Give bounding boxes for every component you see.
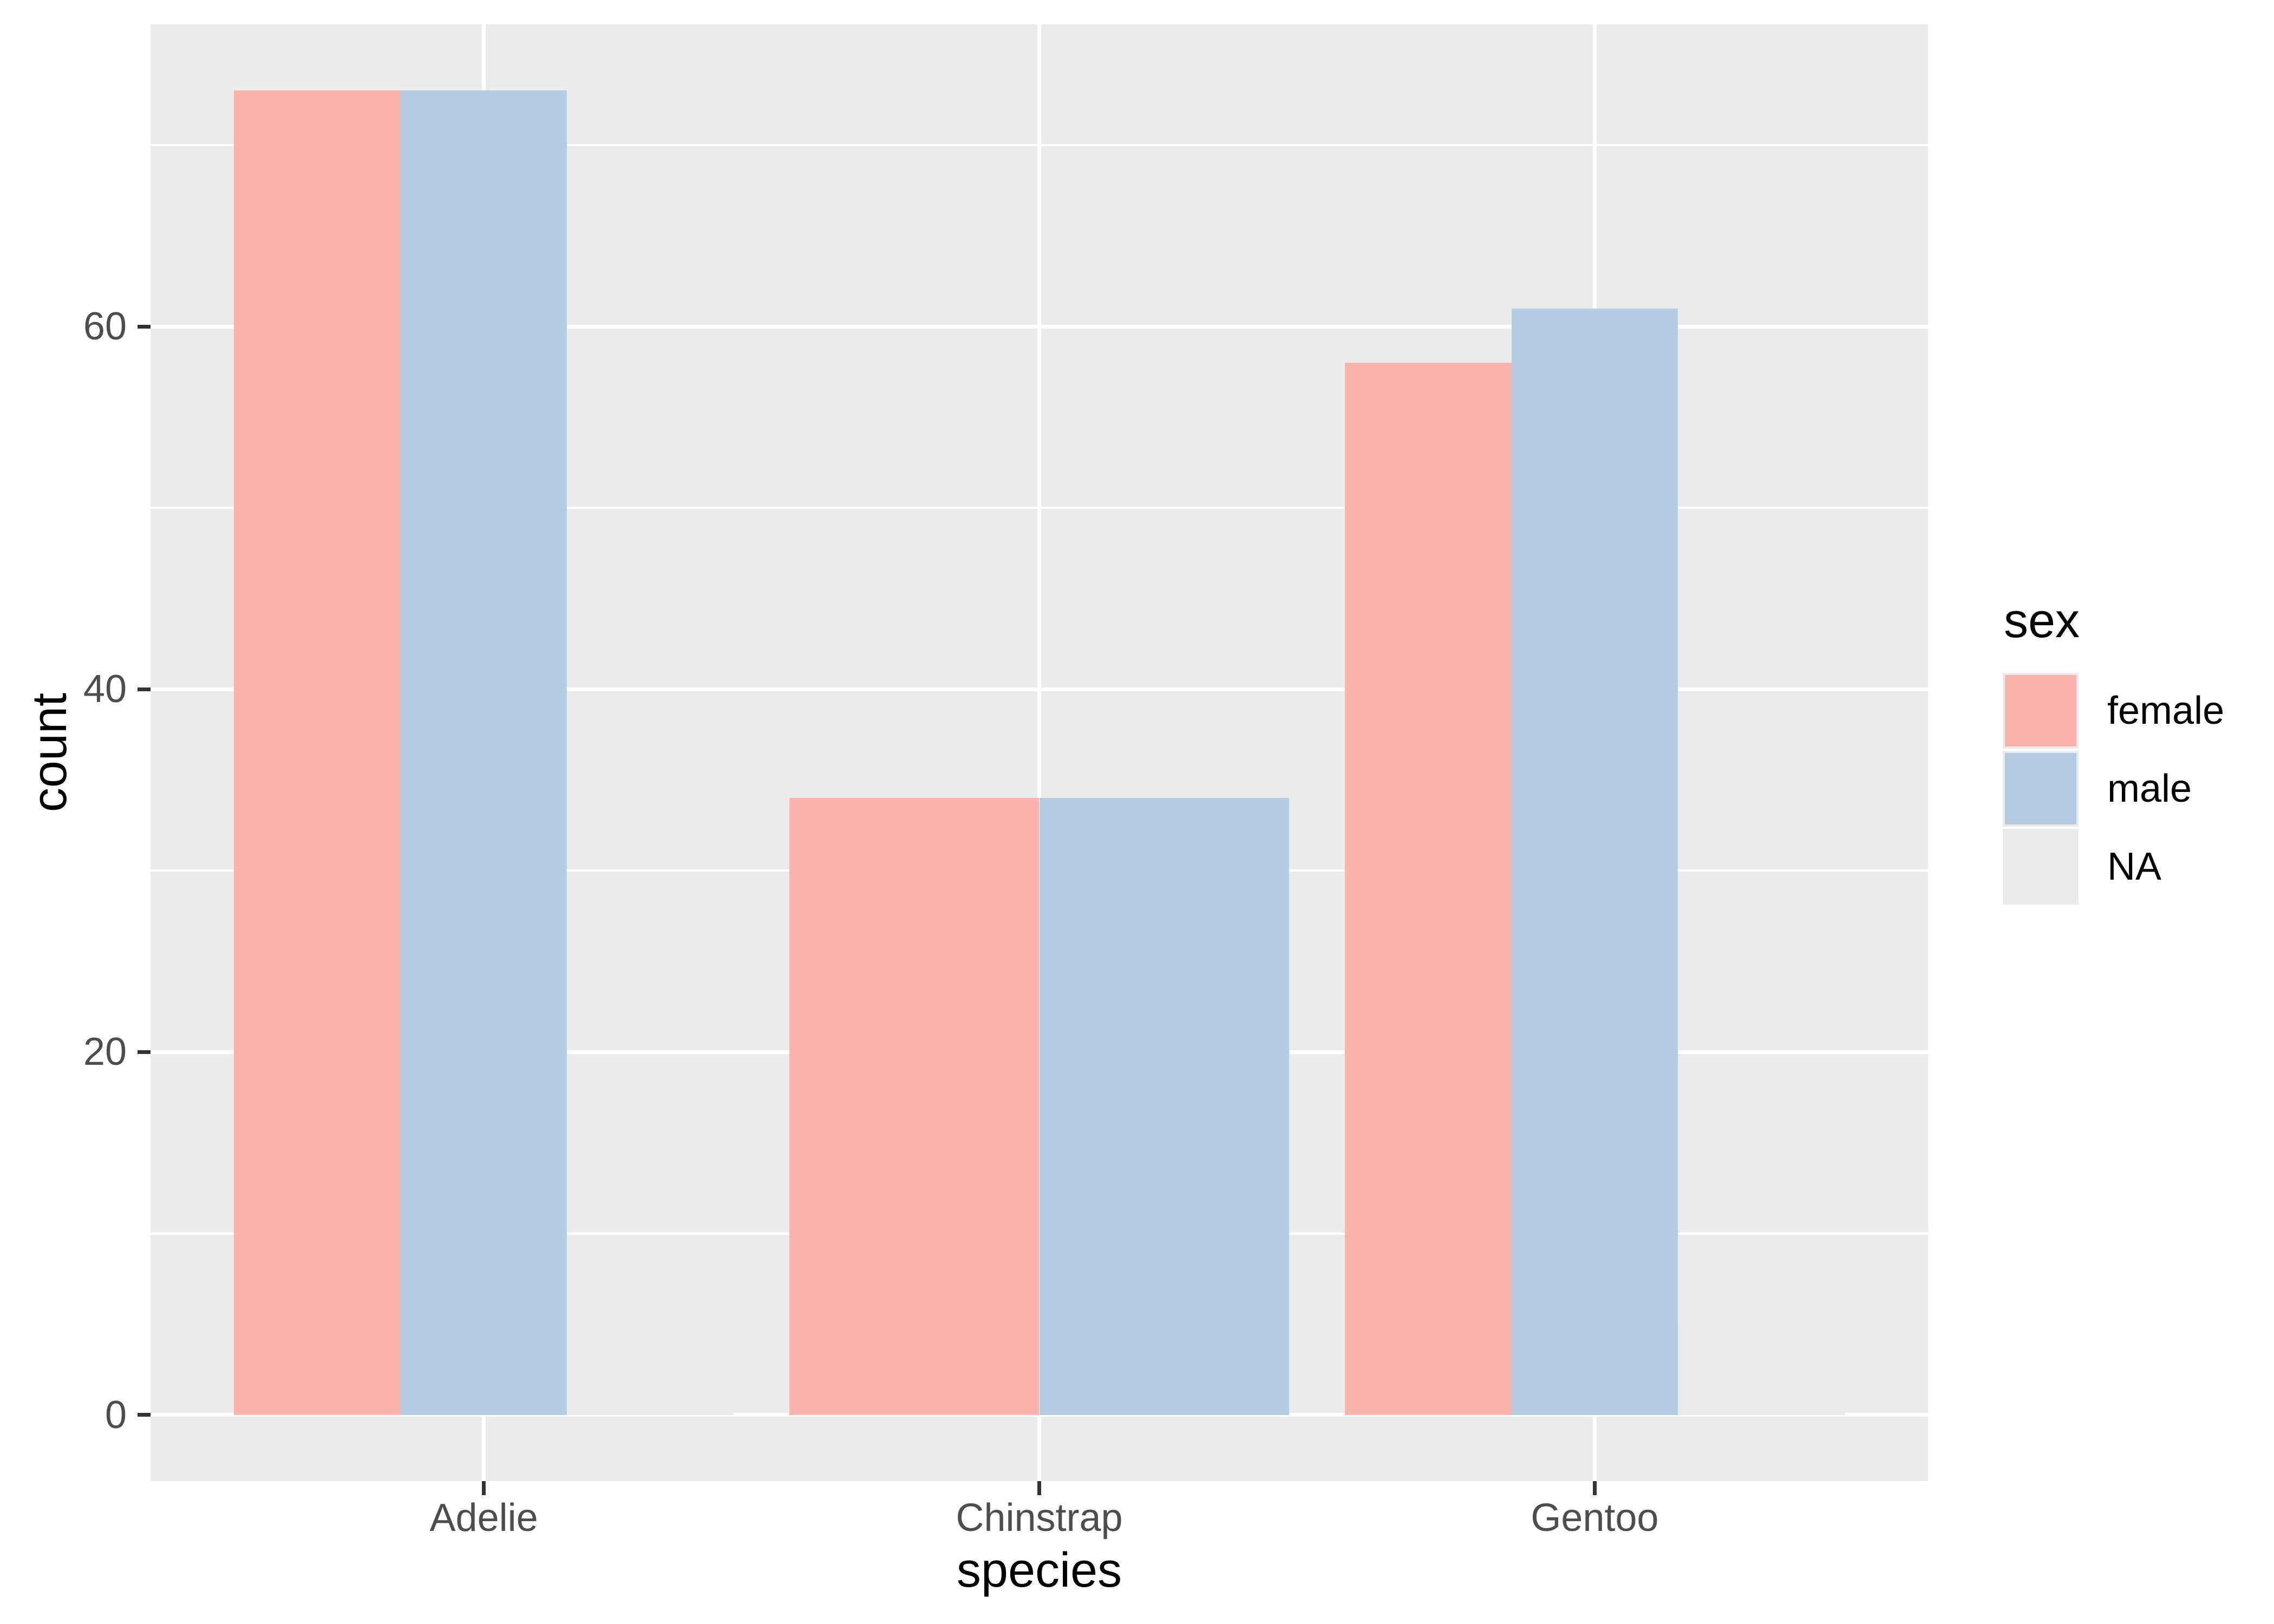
x-tick-label: Adelie	[429, 1496, 538, 1540]
y-tick-mark	[138, 1050, 151, 1054]
legend-swatch-male-icon	[2005, 753, 2076, 824]
legend-label: NA	[2107, 845, 2162, 888]
bar-adelie-na	[567, 1306, 734, 1415]
y-tick-label: 40	[83, 667, 127, 711]
x-tick-mark	[1592, 1481, 1597, 1495]
legend-key	[2003, 673, 2079, 749]
legend-key	[2003, 829, 2079, 905]
bar-gentoo-na	[1678, 1324, 1845, 1415]
legend-label: male	[2107, 767, 2192, 810]
y-tick-mark	[138, 324, 151, 329]
gridline-major-x	[1037, 24, 1041, 1481]
bar-chinstrap-male	[1039, 798, 1290, 1415]
bar-gentoo-male	[1511, 308, 1678, 1415]
x-tick-mark	[1037, 1481, 1041, 1495]
y-tick-mark	[138, 687, 151, 691]
legend-label: female	[2107, 689, 2225, 732]
y-axis-title: count	[23, 692, 77, 813]
y-tick-label: 20	[83, 1030, 127, 1074]
bar-gentoo-female	[1344, 363, 1512, 1415]
y-tick-mark	[138, 1413, 151, 1417]
bar-adelie-male	[400, 90, 567, 1415]
y-tick-label: 0	[104, 1393, 127, 1437]
legend-swatch-female-icon	[2005, 675, 2076, 746]
x-tick-label: Chinstrap	[956, 1496, 1123, 1540]
legend-swatch-na-icon	[2005, 831, 2076, 902]
bar-chinstrap-female	[789, 798, 1040, 1415]
y-tick-label: 60	[83, 305, 127, 348]
legend-key	[2003, 751, 2079, 827]
x-tick-label: Gentoo	[1531, 1496, 1659, 1540]
x-axis-title: species	[956, 1543, 1122, 1597]
legend-title: sex	[2004, 594, 2080, 648]
x-tick-mark	[482, 1481, 486, 1495]
bar-adelie-female	[233, 90, 401, 1415]
